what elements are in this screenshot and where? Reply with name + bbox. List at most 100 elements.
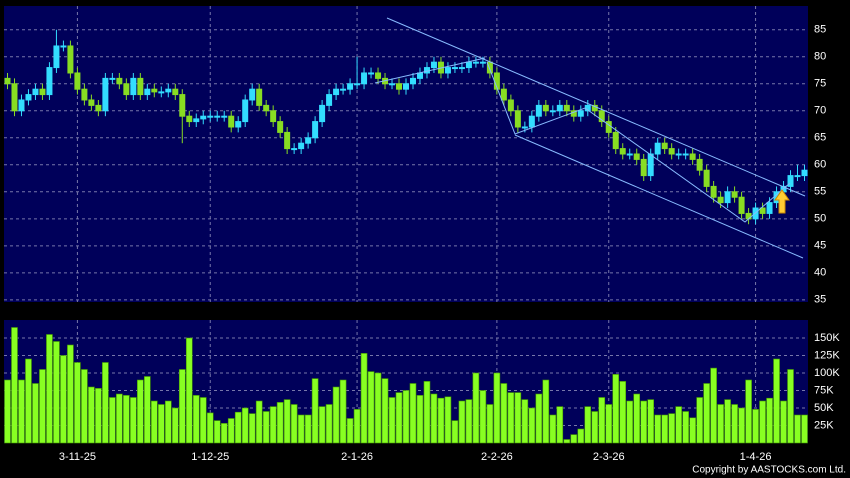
candle-body bbox=[465, 61, 472, 69]
volume-bar bbox=[171, 407, 179, 444]
volume-bar bbox=[689, 417, 696, 444]
volume-bar bbox=[192, 395, 200, 444]
candle-body bbox=[361, 72, 368, 85]
candle-body bbox=[787, 175, 794, 187]
volume-bar bbox=[654, 414, 661, 444]
candle-body bbox=[528, 115, 535, 128]
volume-bar bbox=[682, 411, 689, 444]
volume-bar bbox=[11, 327, 18, 444]
candle-body bbox=[717, 196, 724, 204]
y-tick-label: 75 bbox=[814, 78, 826, 90]
candle-body bbox=[563, 104, 570, 112]
candle-body bbox=[165, 88, 172, 93]
volume-bar bbox=[18, 379, 25, 444]
candle-body bbox=[109, 77, 116, 80]
candle-body bbox=[270, 110, 277, 123]
candle-body bbox=[256, 88, 263, 106]
volume-bar bbox=[584, 406, 592, 444]
candle-body bbox=[102, 77, 109, 112]
volume-bar bbox=[640, 400, 648, 444]
candle-body bbox=[207, 115, 214, 118]
volume-bar bbox=[46, 334, 53, 444]
candle-body bbox=[668, 148, 675, 155]
candle-body bbox=[612, 131, 619, 150]
y-tick-label: 25K bbox=[814, 419, 834, 431]
volume-bar bbox=[577, 428, 585, 444]
candle-body bbox=[479, 61, 486, 64]
volume-bar bbox=[710, 367, 717, 444]
volume-bar bbox=[633, 393, 641, 444]
volume-bar bbox=[472, 372, 480, 444]
x-tick-label: 2-1-26 bbox=[341, 451, 373, 463]
trend-line bbox=[374, 57, 486, 84]
y-tick-label: 55 bbox=[814, 186, 826, 198]
candle-body bbox=[340, 88, 347, 91]
volume-bar bbox=[276, 402, 284, 444]
volume-bar bbox=[102, 362, 109, 444]
volume-bar bbox=[402, 390, 410, 444]
channel-lower bbox=[514, 134, 804, 259]
volume-bar bbox=[137, 379, 144, 444]
candle-body bbox=[724, 191, 731, 204]
candle-body bbox=[263, 104, 270, 112]
copyright: Copyright by AASTOCKS.com Ltd. bbox=[692, 465, 846, 476]
volume-bar bbox=[206, 412, 214, 444]
candle-body bbox=[179, 94, 186, 117]
y-tick-label: 85 bbox=[814, 24, 826, 36]
volume-bar bbox=[479, 390, 487, 444]
volume-bar bbox=[304, 414, 312, 444]
candle-body bbox=[738, 196, 745, 214]
volume-bar bbox=[570, 434, 578, 444]
volume-bar bbox=[703, 383, 710, 444]
volume-bar bbox=[563, 439, 571, 444]
candle-body bbox=[214, 115, 221, 118]
y-tick-label: 50 bbox=[814, 213, 826, 225]
y-tick-label: 45 bbox=[814, 240, 826, 252]
volume-bar bbox=[549, 414, 557, 444]
candle-body bbox=[766, 202, 773, 214]
y-tick-label: 50K bbox=[814, 402, 834, 414]
volume-bar bbox=[801, 414, 808, 444]
candle-body bbox=[25, 94, 32, 101]
candle-body bbox=[682, 153, 689, 156]
volume-bar bbox=[53, 341, 60, 444]
volume-bar bbox=[109, 397, 116, 444]
candle-body bbox=[186, 115, 193, 123]
candle-body bbox=[403, 83, 409, 90]
marks: 3-11-25 1-12-25 2-1-26 2-2-26 2-3-26 1-4-26 35… bbox=[4, 6, 840, 463]
candle-body bbox=[633, 153, 640, 160]
volume-bar bbox=[164, 400, 172, 444]
trend-lines bbox=[374, 17, 806, 259]
volume-bar bbox=[227, 418, 235, 444]
volume-bar bbox=[381, 378, 389, 444]
volume-bar bbox=[39, 369, 46, 444]
candle-body bbox=[521, 126, 528, 129]
volume-bar bbox=[95, 388, 102, 444]
candle-body bbox=[535, 104, 542, 117]
volume-bar bbox=[752, 409, 759, 444]
candle-body bbox=[389, 83, 396, 86]
volume-bar bbox=[123, 395, 130, 444]
volume-bar bbox=[416, 395, 424, 444]
volume-bar bbox=[535, 393, 543, 444]
volume-bar bbox=[626, 400, 634, 444]
candle-body bbox=[144, 88, 151, 96]
volume-bar bbox=[465, 399, 473, 444]
candle-body bbox=[60, 45, 67, 48]
volume-bar bbox=[60, 355, 67, 444]
candle-body bbox=[123, 83, 130, 96]
candle-body bbox=[172, 88, 179, 96]
volume-bar bbox=[731, 404, 738, 444]
volume-bar bbox=[130, 397, 137, 444]
volume-bar bbox=[528, 407, 536, 444]
volume-bar bbox=[67, 344, 74, 444]
volume-bar bbox=[199, 397, 207, 444]
volume-bar bbox=[507, 392, 515, 444]
candle-body bbox=[305, 137, 312, 144]
volume-bar bbox=[88, 386, 95, 444]
candle-body bbox=[794, 175, 801, 178]
volume-bar bbox=[360, 353, 368, 444]
volume-bar bbox=[717, 404, 724, 444]
volume-bar bbox=[430, 393, 438, 444]
candle-body bbox=[396, 83, 403, 90]
